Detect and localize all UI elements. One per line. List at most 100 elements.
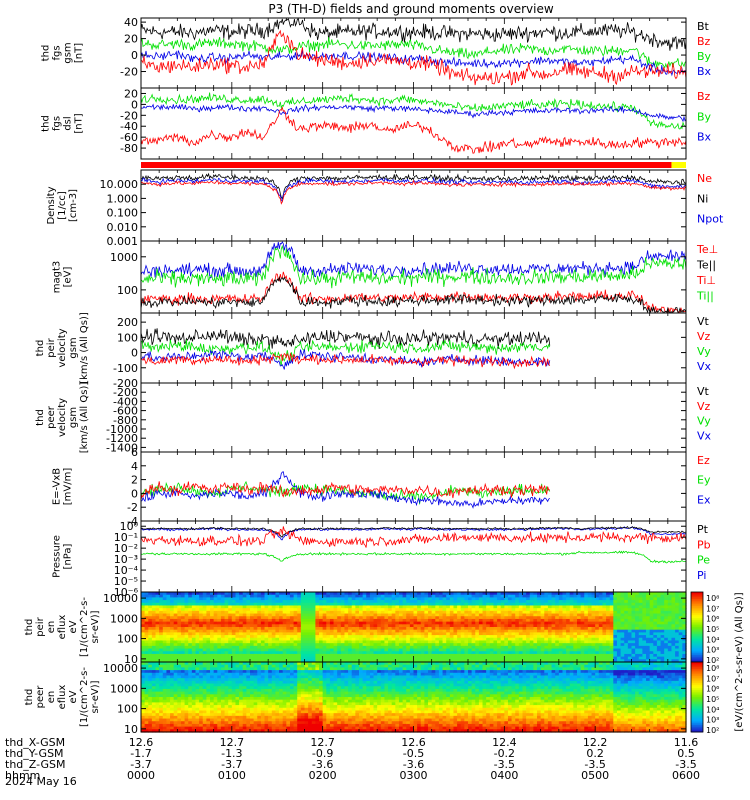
heatmap-cell xyxy=(162,702,168,706)
heatmap-cell xyxy=(224,643,229,647)
heatmap-cell xyxy=(326,618,331,623)
heatmap-cell xyxy=(431,616,436,620)
heatmap-cell xyxy=(271,648,277,652)
heatmap-cell xyxy=(180,648,186,652)
heatmap-cell xyxy=(333,629,338,633)
heatmap-cell xyxy=(199,600,204,604)
heatmap-cell xyxy=(188,651,193,655)
heatmap-cell xyxy=(322,653,327,658)
heatmap-cell xyxy=(464,632,469,636)
heatmap-cell xyxy=(210,648,215,652)
heatmap-cell xyxy=(297,621,302,625)
heatmap-cell xyxy=(431,613,436,617)
heatmap-cell xyxy=(242,608,247,612)
heatmap-cell xyxy=(155,643,160,647)
heatmap-cell xyxy=(475,618,480,623)
heatmap-cell xyxy=(311,618,316,623)
heatmap-cell xyxy=(293,629,298,633)
heatmap-cell xyxy=(159,702,164,706)
heatmap-cell xyxy=(587,618,593,623)
heatmap-cell xyxy=(210,635,215,639)
heatmap-cell xyxy=(540,627,545,631)
heatmap-cell xyxy=(289,627,295,631)
heatmap-cell xyxy=(253,643,258,647)
heatmap-cell xyxy=(322,627,327,631)
heatmap-cell xyxy=(173,705,178,709)
heatmap-cell xyxy=(206,635,211,639)
heatmap-cell xyxy=(155,705,160,709)
heatmap-cell xyxy=(489,645,495,650)
heatmap-cell xyxy=(177,718,182,722)
heatmap-cell xyxy=(460,637,465,642)
heatmap-cell xyxy=(289,632,295,636)
heatmap-cell xyxy=(246,616,251,620)
heatmap-cell xyxy=(271,640,277,644)
heatmap-cell xyxy=(311,597,316,601)
heatmap-cell xyxy=(373,629,378,633)
heatmap-cell xyxy=(366,621,371,625)
heatmap-cell xyxy=(468,597,473,601)
heatmap-cell xyxy=(526,610,531,615)
heatmap-cell xyxy=(224,640,229,644)
heatmap-cell xyxy=(656,635,662,639)
heatmap-cell xyxy=(428,637,433,642)
heatmap-cell xyxy=(540,637,545,642)
heatmap-cell xyxy=(428,632,433,636)
heatmap-cell xyxy=(424,608,429,612)
heatmap-cell xyxy=(431,645,436,650)
heatmap-cell xyxy=(547,592,553,596)
heatmap-cell xyxy=(242,602,247,607)
series-Bx xyxy=(140,50,687,77)
heatmap-cell xyxy=(624,635,629,639)
heatmap-cell xyxy=(577,610,582,615)
heatmap-cell xyxy=(518,605,524,609)
heatmap-cell xyxy=(311,645,316,650)
heatmap-cell xyxy=(486,600,491,604)
heatmap-cell xyxy=(537,624,542,628)
heatmap-cell xyxy=(522,618,527,623)
heatmap-cell xyxy=(406,592,411,596)
heatmap-cell xyxy=(664,656,669,660)
heatmap-cell xyxy=(642,656,647,660)
heatmap-cell xyxy=(489,656,495,660)
heatmap-cell xyxy=(166,627,171,631)
heatmap-cell xyxy=(616,645,622,650)
heatmap-cell xyxy=(289,640,295,644)
heatmap-cell xyxy=(170,627,175,631)
heatmap-cell xyxy=(471,605,476,609)
heatmap-cell xyxy=(275,629,280,633)
heatmap-cell xyxy=(224,597,229,601)
heatmap-cell xyxy=(260,659,266,663)
heatmap-cell xyxy=(493,618,498,623)
heatmap-cell xyxy=(547,651,553,655)
heatmap-cell xyxy=(340,605,346,609)
heatmap-cell xyxy=(664,616,669,620)
heatmap-cell xyxy=(638,605,643,609)
heatmap-cell xyxy=(355,608,360,612)
heatmap-cell xyxy=(540,640,545,644)
heatmap-cell xyxy=(151,605,157,609)
heatmap-cell xyxy=(398,648,404,652)
heatmap-cell xyxy=(569,605,574,609)
heatmap-cell xyxy=(359,645,364,650)
heatmap-cell xyxy=(297,637,302,642)
heatmap-cell xyxy=(144,675,149,679)
heatmap-cell xyxy=(344,653,349,658)
heatmap-cell xyxy=(595,608,600,612)
heatmap-cell xyxy=(649,632,654,636)
heatmap-cell xyxy=(257,637,262,642)
heatmap-cell xyxy=(384,632,389,636)
heatmap-cell xyxy=(144,670,149,674)
heatmap-cell xyxy=(184,610,189,615)
heatmap-cell xyxy=(627,637,633,642)
heatmap-cell xyxy=(217,605,222,609)
heatmap-cell xyxy=(220,637,226,642)
heatmap-cell xyxy=(162,632,168,636)
heatmap-cell xyxy=(577,648,582,652)
heatmap-cell xyxy=(177,610,182,615)
heatmap-cell xyxy=(620,602,625,607)
heatmap-cell xyxy=(231,618,237,623)
heatmap-cell xyxy=(398,597,404,601)
heatmap-cell xyxy=(671,653,676,658)
heatmap-cell xyxy=(264,632,269,636)
